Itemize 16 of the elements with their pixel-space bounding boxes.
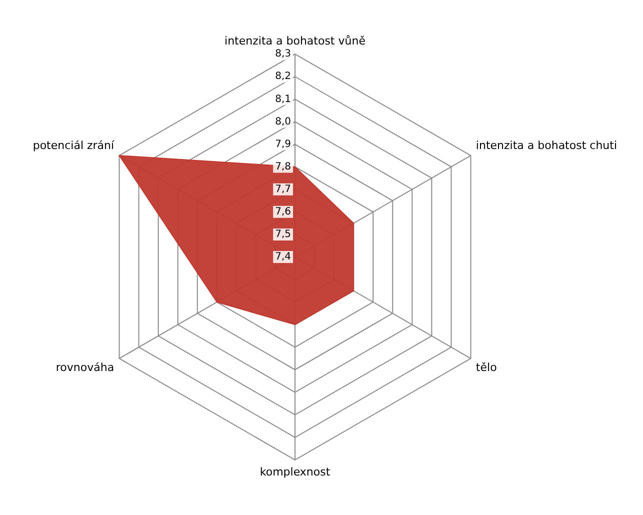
y-tick-label: 7,9 (275, 138, 291, 150)
spoke-label: komplexnost (260, 465, 331, 478)
spoke-label: potenciál zrání (32, 138, 116, 152)
spoke-label: tělo (476, 360, 498, 374)
y-tick-label: 8,3 (275, 48, 291, 60)
y-tick-label: 7,7 (275, 184, 291, 195)
spoke-label: intenzita a bohatost chuti (476, 138, 618, 152)
y-tick-label: 7,8 (275, 161, 291, 172)
y-tick-label: 8,0 (275, 116, 291, 128)
spoke-label: intenzita a bohatost vůně (224, 34, 366, 48)
y-tick-label: 7,5 (275, 229, 291, 240)
y-tick-label: 8,1 (275, 94, 291, 105)
y-tick-label: 8,2 (275, 71, 291, 82)
y-tick-label: 7,4 (275, 252, 291, 263)
spoke-label: rovnováha (56, 360, 114, 374)
y-tick-label: 7,6 (275, 206, 291, 218)
